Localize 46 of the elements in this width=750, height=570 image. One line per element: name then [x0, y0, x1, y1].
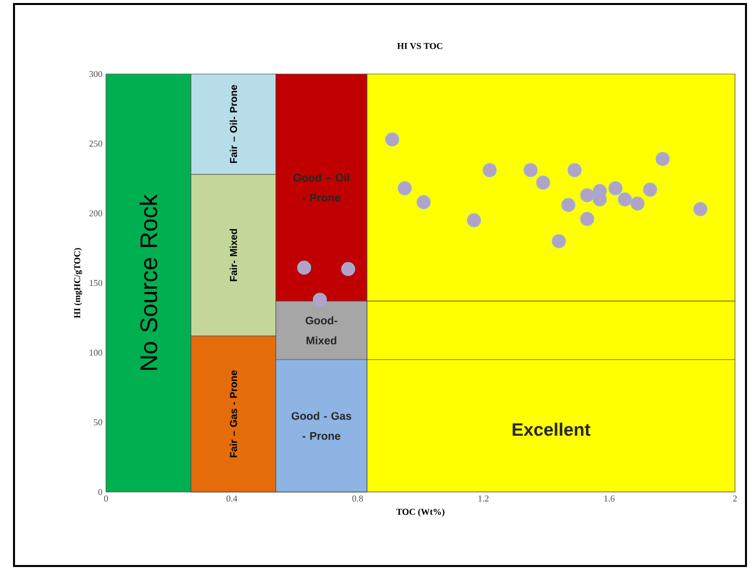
point: [482, 163, 497, 178]
y-axis-title: HI (mgHC/gTOC): [74, 248, 82, 318]
point: [536, 176, 550, 190]
point: [561, 198, 576, 212]
x-tick-label: 1.6: [604, 496, 615, 502]
point: [416, 195, 431, 210]
chart-title: HI VS TOC: [397, 42, 442, 50]
series-label: Good- Mixed: [306, 316, 338, 344]
point: [656, 152, 670, 166]
x-tick-label: 1.2: [478, 496, 489, 502]
point: [466, 213, 481, 228]
series-label: Good – Oil - Prone: [293, 174, 350, 202]
series-label: Good - Gas - Prone: [292, 412, 352, 440]
y-tick-label: 300: [89, 70, 102, 78]
point: [524, 163, 538, 178]
y-tick-label: 0: [98, 488, 102, 496]
point: [618, 192, 632, 206]
point: [385, 132, 400, 146]
y-tick-label: 150: [90, 280, 102, 286]
point: [693, 202, 708, 216]
point: [552, 234, 566, 248]
x-tick-label: 0.4: [226, 496, 238, 502]
point: [568, 163, 582, 178]
y-tick-label: 50: [94, 419, 102, 426]
point: [398, 181, 412, 196]
y-tick-label: 250: [89, 140, 102, 147]
point: [608, 181, 622, 196]
x-tick-label: 2: [733, 496, 737, 502]
point: [312, 292, 327, 307]
series-label: Excellent: [512, 422, 590, 436]
point: [580, 212, 594, 226]
x-axis-title: TOC (Wt%): [396, 508, 444, 517]
point: [297, 260, 312, 275]
x-tick-label: 0.8: [352, 496, 363, 502]
series-label: Fair- Mixed: [230, 229, 238, 282]
series-label: Fair – Oil- Prone: [230, 85, 238, 163]
y-tick-label: 100: [90, 350, 102, 356]
point: [341, 262, 356, 276]
point: [643, 182, 658, 197]
series-label: Fair – Gas - Prone: [230, 370, 238, 458]
y-tick-label: 200: [89, 210, 102, 216]
series-label: No Source Rock: [140, 194, 158, 370]
point: [630, 196, 645, 211]
x-tick-label: 0: [104, 496, 108, 502]
point: [580, 188, 594, 202]
point: [592, 192, 607, 206]
